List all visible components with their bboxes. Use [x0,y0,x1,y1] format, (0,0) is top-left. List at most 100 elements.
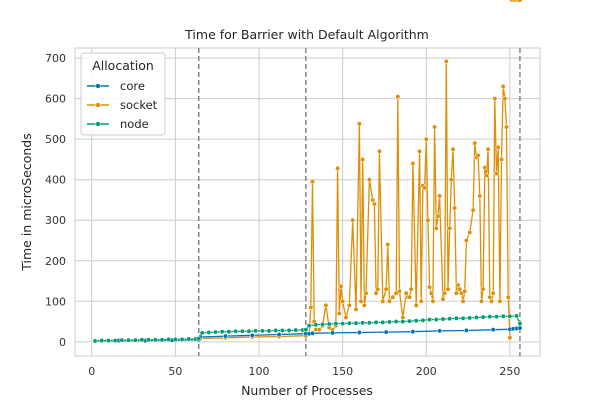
data-point-node [206,330,212,335]
data-point-socket [346,302,352,308]
data-point-socket [440,296,446,302]
legend-title: Allocation [92,58,154,73]
data-point-node [259,328,265,334]
data-point-socket [383,286,389,292]
data-point-socket [447,225,453,231]
data-point-core [276,332,282,337]
y-axis-label: Time in microSeconds [19,133,34,271]
data-point-socket [338,283,344,289]
data-point-socket [457,286,463,292]
data-point-socket [450,146,456,152]
data-point-socket [475,152,481,158]
data-point-socket [425,217,431,223]
data-point-socket [517,0,523,3]
x-tick-label: 0 [88,365,95,378]
data-point-socket [363,290,369,296]
data-point-socket [452,205,458,211]
data-point-socket [356,121,362,127]
x-tick-label: 100 [248,365,269,378]
data-point-node [453,315,459,321]
data-point-socket [485,146,491,152]
data-point-socket [453,290,459,296]
data-point-node [393,319,399,325]
data-point-socket [460,298,466,304]
data-point-core [330,330,336,336]
data-point-node [333,321,339,327]
data-point-socket [467,229,473,235]
data-point-node [126,337,131,343]
data-point-socket [504,124,509,130]
data-point-node [387,319,392,325]
data-point-socket [430,298,436,304]
data-point-node [413,318,419,324]
data-point-socket [323,302,329,308]
legend-box [80,52,166,136]
data-point-socket [361,302,367,308]
data-point-socket [499,156,504,162]
data-point-node [500,313,506,319]
data-point-socket [477,193,483,199]
data-point-socket [433,225,439,231]
data-point-socket [316,327,322,333]
y-tick-label: 500 [45,133,66,146]
data-point-node [239,328,245,334]
data-point-node [293,327,299,333]
legend-marker-socket [95,102,101,108]
data-point-node [467,315,473,321]
data-point-socket [507,335,513,341]
data-point-socket [455,282,461,288]
data-point-node [186,336,192,342]
legend-label-core: core [120,79,145,93]
data-point-socket [380,298,386,304]
data-point-node [507,313,513,319]
x-tick-label: 50 [168,365,182,378]
data-point-node [266,328,272,334]
chart-title: Time for Barrier with Default Algorithm [184,27,429,42]
data-point-socket [417,148,423,154]
data-point-socket [437,193,443,199]
data-point-node [139,337,145,343]
data-point-node [433,317,439,322]
data-point-node [366,320,372,326]
data-point-socket [403,290,409,296]
data-point-socket [350,217,356,223]
data-point-node [473,315,479,320]
data-point-node [172,336,178,342]
data-point-socket [490,290,496,296]
data-point-node [219,329,225,335]
data-point-socket [408,286,414,292]
data-point-socket [343,315,349,320]
data-point-core [383,329,389,335]
data-point-socket [423,136,429,142]
data-point-socket [336,310,342,316]
data-point-core [356,330,362,335]
data-point-node [306,323,312,329]
data-point-node [233,328,239,334]
data-point-node [460,315,466,321]
data-point-node [226,329,232,335]
data-point-socket [371,201,377,207]
data-point-socket [428,290,434,296]
data-point-node [320,321,326,327]
legend: Allocation core socket node [80,52,166,136]
data-point-node [517,321,523,327]
data-point-socket [497,298,503,304]
data-point-socket [442,290,448,296]
data-point-node [166,336,172,342]
data-point-node [373,319,379,325]
data-point-node [119,337,125,343]
data-point-core [517,325,523,331]
data-point-node [152,337,158,343]
data-point-node [99,338,105,344]
plot-frame [74,47,541,357]
data-point-socket [435,213,441,219]
data-point-node [447,316,453,322]
data-point-core [490,327,496,333]
y-tick-label: 0 [59,336,66,349]
data-point-socket [407,294,412,300]
data-point-socket [494,171,499,177]
data-point-socket [492,96,498,102]
data-point-node [279,328,285,333]
data-point-socket [353,306,359,312]
